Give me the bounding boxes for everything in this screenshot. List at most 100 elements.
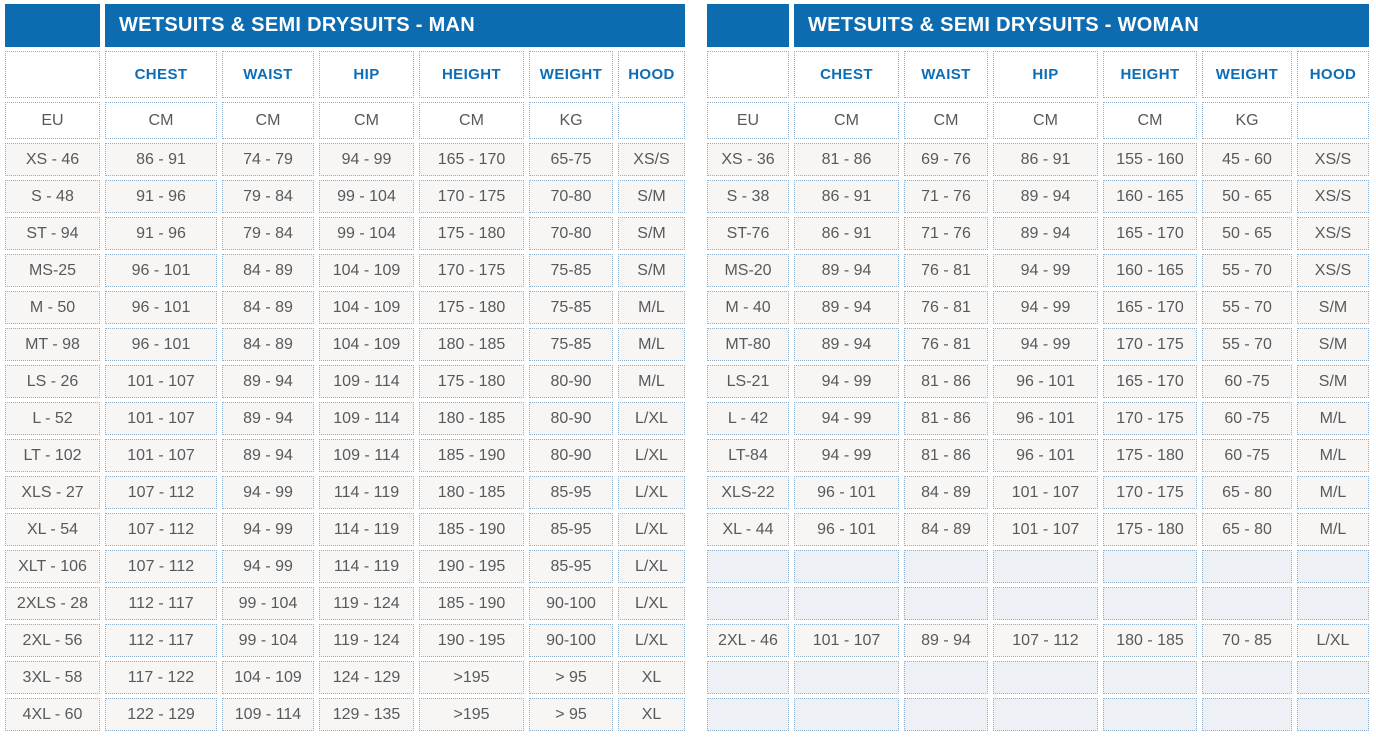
value-cell: 170 - 175: [419, 254, 524, 287]
value-cell: 81 - 86: [904, 402, 988, 435]
value-cell: 86 - 91: [794, 180, 899, 213]
value-cell: [1297, 698, 1369, 731]
value-cell: M/L: [618, 291, 685, 324]
size-label-cell: M - 40: [707, 291, 789, 324]
value-cell: 165 - 170: [419, 143, 524, 176]
size-label-cell: LT - 102: [5, 439, 100, 472]
value-cell: 94 - 99: [794, 439, 899, 472]
value-cell: M/L: [1297, 439, 1369, 472]
value-cell: 70-80: [529, 180, 613, 213]
size-label-cell: XS - 36: [707, 143, 789, 176]
eu-label: EU: [5, 102, 100, 139]
table-row: XL - 54 107 - 112 94 - 99 114 - 119 185 - 19…: [5, 513, 685, 546]
value-cell: L/XL: [618, 439, 685, 472]
column-header-hip: HIP: [319, 51, 414, 98]
table-row: [707, 661, 1369, 694]
value-cell: 79 - 84: [222, 180, 314, 213]
column-header-hip: HIP: [993, 51, 1098, 98]
man-units-row: EU CM CM CM CM KG: [5, 102, 685, 139]
value-cell: 75-85: [529, 254, 613, 287]
value-cell: 70-80: [529, 217, 613, 250]
value-cell: 155 - 160: [1103, 143, 1197, 176]
value-cell: 185 - 190: [419, 439, 524, 472]
value-cell: [1103, 587, 1197, 620]
value-cell: [1297, 661, 1369, 694]
table-row: 2XL - 46 101 - 107 89 - 94 107 - 112 180 - 1…: [707, 624, 1369, 657]
man-size-table: WETSUITS & SEMI DRYSUITS - MAN CHEST WAI…: [0, 0, 690, 735]
value-cell: 89 - 94: [794, 328, 899, 361]
table-row: MT-80 89 - 94 76 - 81 94 - 99 170 - 175 55 - …: [707, 328, 1369, 361]
value-cell: 86 - 91: [105, 143, 217, 176]
size-label-cell: XLS-22: [707, 476, 789, 509]
value-cell: L/XL: [1297, 624, 1369, 657]
value-cell: 112 - 117: [105, 587, 217, 620]
value-cell: 89 - 94: [222, 402, 314, 435]
value-cell: 96 - 101: [105, 254, 217, 287]
value-cell: 86 - 91: [993, 143, 1098, 176]
value-cell: 89 - 94: [993, 217, 1098, 250]
value-cell: 170 - 175: [419, 180, 524, 213]
value-cell: 114 - 119: [319, 550, 414, 583]
man-title-corner-box: [5, 4, 100, 47]
value-cell: 79 - 84: [222, 217, 314, 250]
table-row: [707, 587, 1369, 620]
size-label-cell: XLS - 27: [5, 476, 100, 509]
value-cell: [794, 698, 899, 731]
value-cell: 45 - 60: [1202, 143, 1292, 176]
value-cell: 190 - 195: [419, 624, 524, 657]
value-cell: 76 - 81: [904, 254, 988, 287]
value-cell: 50 - 65: [1202, 180, 1292, 213]
column-header-hood: HOOD: [1297, 51, 1369, 98]
size-label-cell: L - 42: [707, 402, 789, 435]
value-cell: 75-85: [529, 291, 613, 324]
value-cell: 89 - 94: [794, 291, 899, 324]
value-cell: 124 - 129: [319, 661, 414, 694]
value-cell: 185 - 190: [419, 513, 524, 546]
value-cell: 175 - 180: [1103, 513, 1197, 546]
value-cell: 89 - 94: [222, 439, 314, 472]
value-cell: [904, 698, 988, 731]
table-row: XL - 44 96 - 101 84 - 89 101 - 107 175 - 180…: [707, 513, 1369, 546]
size-label-cell: 2XLS - 28: [5, 587, 100, 620]
value-cell: 109 - 114: [319, 439, 414, 472]
value-cell: M/L: [1297, 402, 1369, 435]
value-cell: [993, 550, 1098, 583]
woman-column-header-row: CHEST WAIST HIP HEIGHT WEIGHT HOOD: [707, 51, 1369, 98]
column-header-hood: HOOD: [618, 51, 685, 98]
value-cell: [904, 550, 988, 583]
size-label-cell: L - 52: [5, 402, 100, 435]
value-cell: XS/S: [1297, 180, 1369, 213]
value-cell: 80-90: [529, 402, 613, 435]
unit-cell: CM: [105, 102, 217, 139]
value-cell: 175 - 180: [1103, 439, 1197, 472]
value-cell: M/L: [618, 365, 685, 398]
value-cell: 85-95: [529, 550, 613, 583]
value-cell: 119 - 124: [319, 587, 414, 620]
unit-cell: CM: [1103, 102, 1197, 139]
value-cell: 71 - 76: [904, 180, 988, 213]
man-header-spacer-cell: [5, 51, 100, 98]
unit-cell: [1297, 102, 1369, 139]
table-row: XS - 36 81 - 86 69 - 76 86 - 91 155 - 160 45 …: [707, 143, 1369, 176]
value-cell: 94 - 99: [993, 291, 1098, 324]
value-cell: 50 - 65: [1202, 217, 1292, 250]
value-cell: 190 - 195: [419, 550, 524, 583]
value-cell: 109 - 114: [222, 698, 314, 731]
value-cell: 122 - 129: [105, 698, 217, 731]
value-cell: 99 - 104: [319, 217, 414, 250]
value-cell: 112 - 117: [105, 624, 217, 657]
value-cell: [1103, 698, 1197, 731]
table-row: M - 50 96 - 101 84 - 89 104 - 109 175 - 180 7…: [5, 291, 685, 324]
value-cell: 109 - 114: [319, 365, 414, 398]
value-cell: 107 - 112: [993, 624, 1098, 657]
table-row: ST - 94 91 - 96 79 - 84 99 - 104 175 - 180 70…: [5, 217, 685, 250]
value-cell: S/M: [618, 180, 685, 213]
table-row: [707, 550, 1369, 583]
size-label-cell: LS-21: [707, 365, 789, 398]
table-row: XLS-22 96 - 101 84 - 89 101 - 107 170 - 175 6…: [707, 476, 1369, 509]
value-cell: 84 - 89: [904, 476, 988, 509]
value-cell: 107 - 112: [105, 550, 217, 583]
value-cell: 96 - 101: [993, 402, 1098, 435]
value-cell: 89 - 94: [993, 180, 1098, 213]
value-cell: M/L: [1297, 513, 1369, 546]
